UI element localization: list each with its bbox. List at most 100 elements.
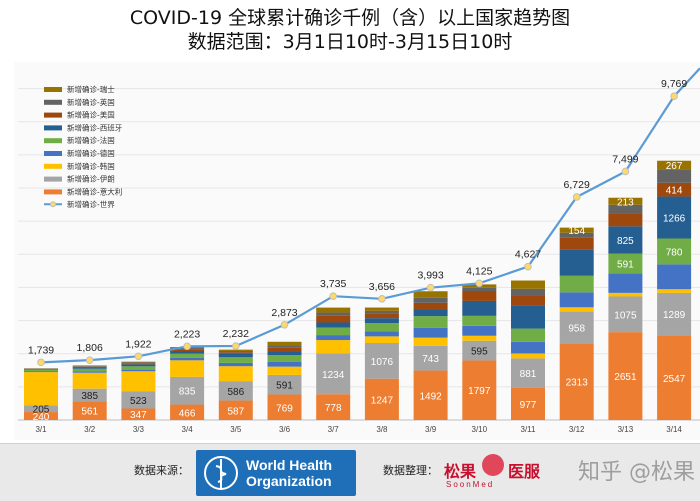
world-point: [427, 284, 434, 291]
bar-segment: [170, 351, 204, 354]
bar-segment: [560, 276, 594, 293]
bar-data-label: 743: [422, 354, 439, 365]
bar-segment: [170, 358, 204, 361]
world-point: [184, 343, 191, 350]
bar-segment: [511, 305, 545, 328]
bar-data-label: 347: [130, 410, 147, 421]
world-point: [281, 321, 288, 328]
legend-swatch: [44, 87, 62, 92]
world-point: [476, 280, 483, 287]
bar-data-label: 385: [81, 391, 98, 402]
bar-segment: [511, 281, 545, 289]
world-point-label: 6,729: [564, 179, 590, 191]
world-point-label: 4,125: [466, 265, 492, 277]
bar-data-label: 591: [617, 259, 634, 270]
bar-data-label: 881: [520, 369, 537, 380]
soonmed-subtitle: SoonMed: [446, 480, 494, 489]
legend-swatch: [44, 100, 62, 105]
who-name-line2: Organization: [246, 473, 332, 489]
who-name-line1: World Health: [246, 457, 332, 473]
world-point: [525, 263, 532, 270]
legend-swatch: [44, 164, 62, 169]
bar-segment: [73, 371, 107, 372]
world-point: [671, 93, 678, 100]
x-tick-label: 3/12: [569, 425, 585, 434]
bar-data-label: 154: [568, 226, 585, 237]
bar-segment: [608, 213, 642, 226]
legend-swatch: [44, 125, 62, 130]
bar-data-label: 1266: [663, 214, 686, 225]
world-point: [86, 357, 93, 364]
bar-segment: [414, 309, 448, 316]
x-tick-label: 3/14: [666, 425, 682, 434]
bar-data-label: 1247: [371, 395, 394, 406]
bar-segment: [414, 298, 448, 303]
world-point-label: 1,739: [28, 344, 54, 356]
world-point: [573, 194, 580, 201]
x-tick-label: 3/6: [279, 425, 291, 434]
bar-segment: [73, 366, 107, 367]
bar-segment: [511, 289, 545, 296]
bar-segment: [219, 352, 253, 354]
bar-data-label: 769: [276, 403, 293, 414]
bar-segment: [608, 273, 642, 293]
world-point-label: 4,627: [515, 249, 541, 261]
bar-segment: [219, 354, 253, 357]
bar-data-label: 1075: [614, 310, 637, 321]
world-point: [379, 296, 386, 303]
bar-data-label: 1492: [419, 391, 442, 402]
world-point: [233, 343, 240, 350]
legend-label: 新增确诊-法国: [67, 135, 115, 145]
bar-segment: [73, 367, 107, 368]
bar-segment: [73, 369, 107, 372]
bar-segment: [316, 327, 350, 335]
x-tick-label: 3/5: [230, 425, 242, 434]
legend-label: 新增确诊-德国: [67, 148, 115, 158]
bar-data-label: 414: [666, 186, 683, 197]
source-label: 数据来源：: [134, 462, 189, 478]
legend-swatch: [44, 177, 62, 182]
chart-title: COVID-19 全球累计确诊千例（含）以上国家趋势图: [0, 6, 700, 30]
watermark: 知乎 @松果: [578, 454, 695, 486]
bar-segment: [365, 308, 399, 311]
bar-segment: [316, 313, 350, 316]
bar-segment: [121, 364, 155, 366]
legend-label: 新增确诊-世界: [67, 199, 115, 209]
bar-segment: [268, 345, 302, 348]
bar-segment: [365, 311, 399, 313]
bar-data-label: 586: [227, 387, 244, 398]
bar-segment: [511, 329, 545, 342]
x-tick-label: 3/7: [328, 425, 340, 434]
bar-segment: [219, 350, 253, 351]
bar-segment: [414, 316, 448, 328]
world-point-label: 1,806: [77, 342, 103, 354]
bar-segment: [511, 353, 545, 358]
bar-segment: [121, 370, 155, 372]
legend-line-marker: [51, 202, 56, 207]
legend-label: 新增确诊-伊朗: [67, 174, 115, 184]
legend-swatch: [44, 138, 62, 143]
bar-segment: [121, 366, 155, 369]
who-name: World Health Organization: [246, 457, 332, 489]
bar-segment: [462, 288, 496, 291]
world-point-label: 3,656: [369, 281, 395, 293]
bar-data-label: 587: [227, 406, 244, 417]
bar-segment: [316, 308, 350, 313]
legend-label: 新增确诊-美国: [67, 110, 115, 120]
bar-segment: [511, 295, 545, 305]
bar-segment: [462, 316, 496, 326]
x-tick-label: 3/10: [472, 425, 488, 434]
world-point: [330, 293, 337, 300]
bar-segment: [219, 351, 253, 352]
bar-segment: [24, 372, 58, 405]
x-tick-label: 3/2: [84, 425, 96, 434]
legend-swatch: [44, 189, 62, 194]
world-point-label: 2,223: [174, 328, 200, 340]
x-tick-label: 3/8: [376, 425, 388, 434]
bar-data-label: 835: [179, 387, 196, 398]
bar-data-label: 2313: [566, 378, 589, 389]
world-point: [38, 359, 45, 366]
legend-label: 新增确诊-英国: [67, 97, 115, 107]
bar-segment: [462, 326, 496, 336]
